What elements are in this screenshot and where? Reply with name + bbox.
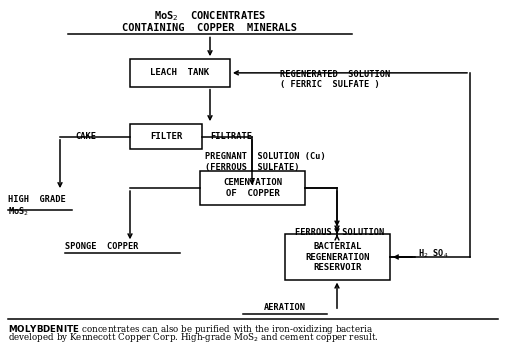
Text: AERATION: AERATION xyxy=(264,303,306,312)
Text: REGENERATED  SOLUTION: REGENERATED SOLUTION xyxy=(280,70,390,79)
Bar xyxy=(130,59,230,86)
Text: ( FERRIC  SULFATE ): ( FERRIC SULFATE ) xyxy=(280,80,380,89)
Text: FILTRATE: FILTRATE xyxy=(210,133,252,142)
Bar xyxy=(200,171,305,205)
Text: CAKE: CAKE xyxy=(75,133,96,142)
Text: (FERROUS  SULFATE): (FERROUS SULFATE) xyxy=(205,163,299,172)
Text: FILTER: FILTER xyxy=(150,132,182,141)
Text: CONTAINING  COPPER  MINERALS: CONTAINING COPPER MINERALS xyxy=(123,22,297,33)
Text: HIGH  GRADE
MoS$_2$: HIGH GRADE MoS$_2$ xyxy=(8,195,66,218)
Text: FERROUS  SOLUTION: FERROUS SOLUTION xyxy=(295,228,384,237)
Text: BACTERIAL
REGENERATION
RESERVOIR: BACTERIAL REGENERATION RESERVOIR xyxy=(305,242,370,272)
Text: PREGNANT  SOLUTION (Cu): PREGNANT SOLUTION (Cu) xyxy=(205,152,326,161)
Text: CEMENTATION
OF  COPPER: CEMENTATION OF COPPER xyxy=(223,179,282,198)
Text: $\bf{MOLYBDENITE}$ concentrates can also be purified with the iron-oxidizing bac: $\bf{MOLYBDENITE}$ concentrates can also… xyxy=(8,323,374,336)
Text: developed by Kennecott Copper Corp. High-grade MoS$_2$ and cement copper result.: developed by Kennecott Copper Corp. High… xyxy=(8,331,379,344)
Text: LEACH  TANK: LEACH TANK xyxy=(150,69,210,78)
Text: H$_2$ SO$_4$: H$_2$ SO$_4$ xyxy=(418,248,448,260)
Bar xyxy=(130,124,202,149)
Text: SPONGE  COPPER: SPONGE COPPER xyxy=(65,242,138,251)
Text: MoS$_2$  CONCENTRATES: MoS$_2$ CONCENTRATES xyxy=(154,9,266,22)
Bar xyxy=(285,234,390,280)
